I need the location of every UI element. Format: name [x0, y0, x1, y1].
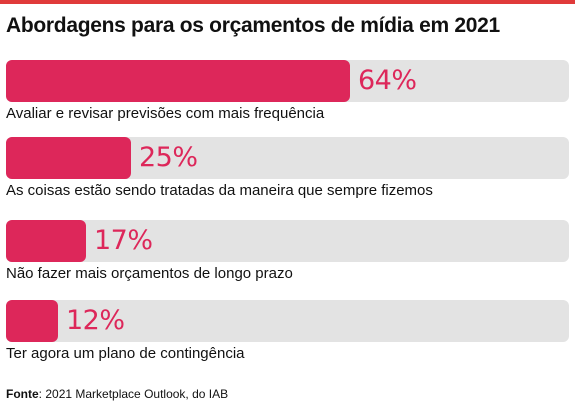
bar-value-label: 12%	[66, 305, 125, 336]
category-label: Avaliar e revisar previsões com mais fre…	[6, 105, 325, 122]
source-text: : 2021 Marketplace Outlook, do IAB	[38, 387, 229, 401]
source-note: Fonte: 2021 Marketplace Outlook, do IAB	[6, 387, 228, 401]
top-accent-rule	[0, 0, 575, 4]
category-label: Não fazer mais orçamentos de longo prazo	[6, 265, 293, 282]
bar-value-label: 64%	[358, 65, 417, 96]
bar	[6, 300, 58, 342]
bar	[6, 60, 350, 102]
bar-track	[6, 300, 569, 342]
chart-title: Abordagens para os orçamentos de mídia e…	[6, 14, 500, 37]
bar	[6, 137, 131, 179]
category-label: Ter agora um plano de contingência	[6, 345, 245, 362]
bar-value-label: 25%	[139, 142, 198, 173]
category-label: As coisas estão sendo tratadas da maneir…	[6, 182, 433, 199]
bar-track	[6, 220, 569, 262]
bar-value-label: 17%	[94, 225, 153, 256]
source-label: Fonte	[6, 387, 39, 401]
bar	[6, 220, 86, 262]
